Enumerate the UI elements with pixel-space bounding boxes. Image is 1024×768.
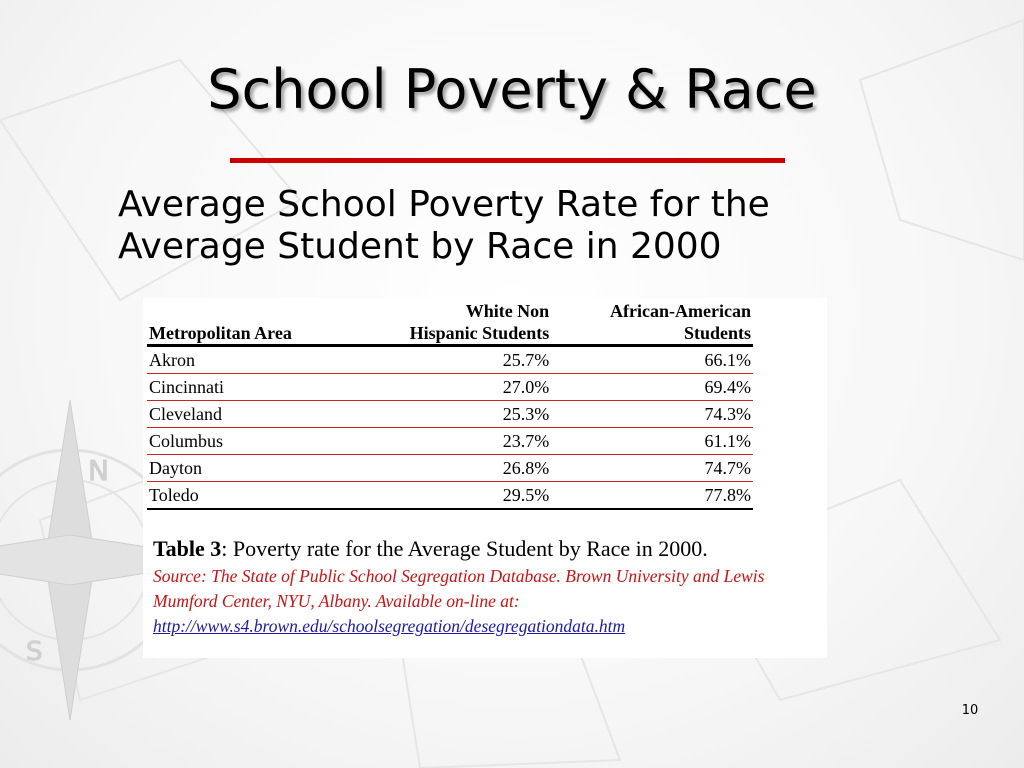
slide-subtitle: Average School Poverty Rate for the Aver… [118,184,898,268]
cell-white: 26.8% [351,454,552,482]
compass-rose-icon: N S [0,399,231,721]
header-white-students: White Non Hispanic Students [351,300,552,347]
source-citation: Source: The State of Public School Segre… [153,564,825,639]
cell-area: Columbus [147,427,352,455]
slide-title: School Poverty & Race [207,58,817,121]
table-row: Cincinnati 27.0% 69.4% [147,373,753,401]
table-row: Akron 25.7% 66.1% [147,345,753,374]
svg-text:N: N [88,454,109,487]
cell-white: 25.3% [351,400,552,428]
caption-label: Table 3 [153,536,222,561]
cell-white: 25.7% [351,345,552,374]
table-image-panel: Metropolitan Area White Non Hispanic Stu… [143,298,827,658]
poverty-rate-table: Metropolitan Area White Non Hispanic Stu… [147,300,753,510]
svg-text:S: S [26,637,43,667]
cell-black: 66.1% [551,345,753,374]
table-row: Cleveland 25.3% 74.3% [147,400,753,428]
table-header-row: Metropolitan Area White Non Hispanic Stu… [147,300,753,347]
cell-area: Cincinnati [147,373,352,401]
table-row: Dayton 26.8% 74.7% [147,454,753,482]
header-african-american-students: African-American Students [551,300,753,347]
cell-black: 77.8% [551,481,753,510]
cell-area: Dayton [147,454,352,482]
cell-black: 74.7% [551,454,753,482]
table-row: Toledo 29.5% 77.8% [147,481,753,510]
cell-area: Akron [147,345,352,374]
title-underline [230,158,785,163]
table-caption: Table 3: Poverty rate for the Average St… [153,536,823,562]
source-text: Source: The State of Public School Segre… [153,566,765,611]
cell-white: 23.7% [351,427,552,455]
table-row: Columbus 23.7% 61.1% [147,427,753,455]
cell-white: 29.5% [351,481,552,510]
cell-black: 69.4% [551,373,753,401]
source-link[interactable]: http://www.s4.brown.edu/schoolsegregatio… [153,616,626,636]
subtitle-line-2: Average Student by Race in 2000 [118,226,722,267]
subtitle-line-1: Average School Poverty Rate for the [118,184,770,225]
cell-white: 27.0% [351,373,552,401]
cell-area: Toledo [147,481,352,510]
cell-area: Cleveland [147,400,352,428]
cell-black: 61.1% [551,427,753,455]
header-metropolitan-area: Metropolitan Area [147,300,352,347]
cell-black: 74.3% [551,400,753,428]
page-number: 10 [961,703,979,718]
caption-text: : Poverty rate for the Average Student b… [221,536,708,561]
